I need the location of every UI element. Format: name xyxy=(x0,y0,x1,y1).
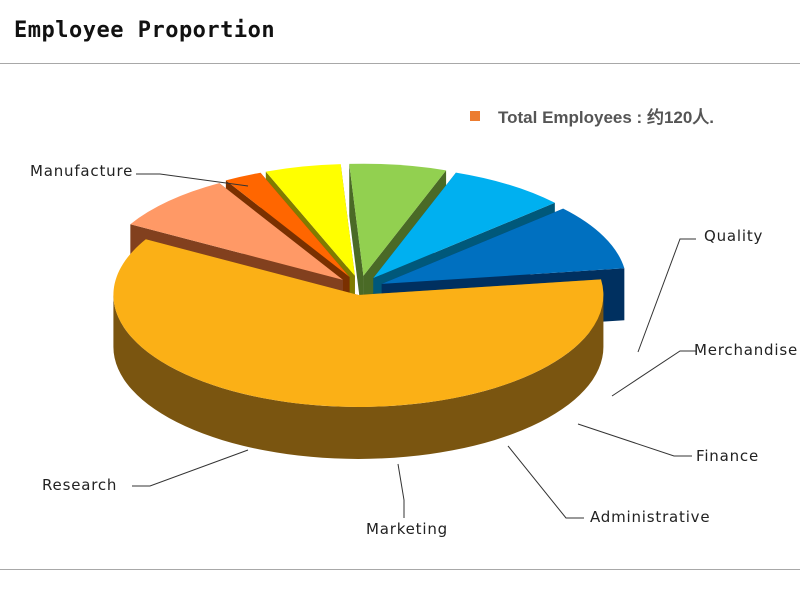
leader-line-administrative xyxy=(507,445,584,519)
pie-slice-administrative xyxy=(349,163,447,276)
pie-labels: Manufacture Quality Merchandise Finance Admi… xyxy=(30,162,798,538)
pie-slice-merchandise xyxy=(225,172,350,278)
pie-slice-quality xyxy=(130,183,343,280)
leader-line-quality xyxy=(637,238,696,353)
pie-slice-marketing xyxy=(373,172,555,279)
slice-label-merchandise: Merchandise xyxy=(694,341,798,359)
legend-swatch xyxy=(470,110,480,121)
header-divider xyxy=(0,63,800,64)
leader-line-manufacture xyxy=(136,173,249,187)
pie-wall-manufacture xyxy=(113,294,604,459)
slice-label-marketing: Marketing xyxy=(366,520,448,538)
pie-top-faces xyxy=(113,163,625,407)
slice-label-quality: Quality xyxy=(704,227,763,245)
slice-label-finance: Finance xyxy=(696,447,759,465)
pie-slice-research xyxy=(381,208,625,284)
slice-label-research: Research xyxy=(42,476,117,494)
leader-line-research xyxy=(132,449,249,487)
pie-slice-manufacture xyxy=(113,239,604,407)
chart-legend: Total Employees : 约120人. xyxy=(470,103,714,128)
page-title: Employee Proportion xyxy=(14,18,276,43)
pie-slice-finance xyxy=(265,164,355,276)
leader-line-finance xyxy=(577,423,692,457)
slice-label-manufacture: Manufacture xyxy=(30,162,133,180)
leader-line-marketing xyxy=(397,463,405,518)
pie-cut-administrative-0 xyxy=(349,163,364,328)
footer-divider xyxy=(0,569,800,570)
legend-label: Total Employees : 约120人. xyxy=(498,108,715,127)
leader-line-merchandise xyxy=(611,350,696,397)
slice-label-administrative: Administrative xyxy=(590,508,710,526)
